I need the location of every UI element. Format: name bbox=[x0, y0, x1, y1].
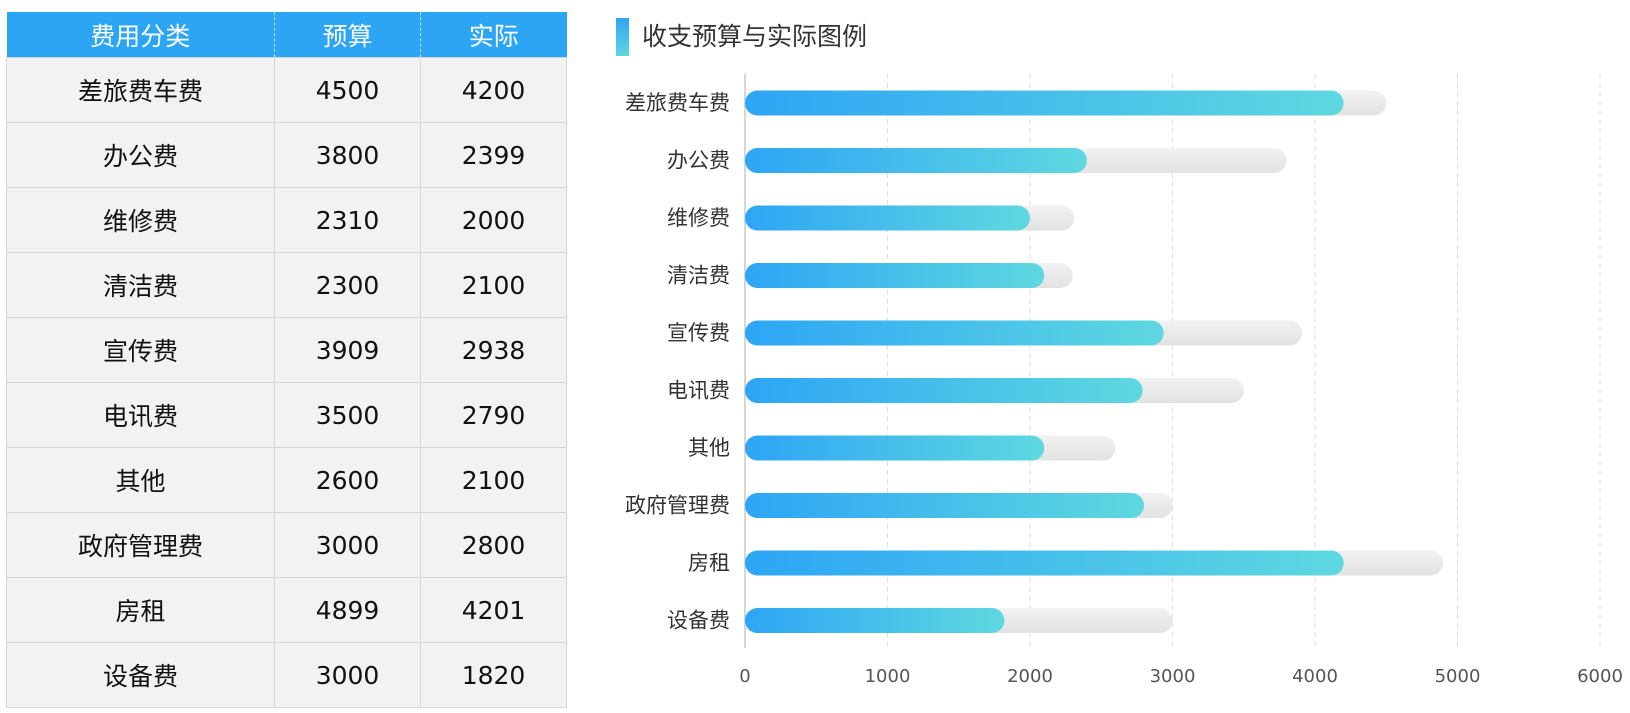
cell-actual: 2000 bbox=[420, 187, 567, 253]
table-row: 清洁费 2300 2100 bbox=[6, 252, 567, 318]
cell-category: 设备费 bbox=[6, 642, 275, 708]
cell-actual: 4200 bbox=[420, 57, 567, 123]
cell-actual: 4201 bbox=[420, 577, 567, 643]
actual-bar bbox=[745, 205, 1030, 231]
cell-category: 差旅费车费 bbox=[6, 57, 275, 123]
category-label: 宣传费 bbox=[667, 321, 730, 345]
category-label: 设备费 bbox=[667, 609, 730, 633]
cell-actual: 2800 bbox=[420, 512, 567, 578]
cell-budget: 2310 bbox=[274, 187, 421, 253]
actual-bar bbox=[745, 263, 1045, 288]
x-tick-label: 2000 bbox=[1007, 666, 1053, 687]
x-tick-label: 5000 bbox=[1435, 666, 1481, 687]
cell-category: 办公费 bbox=[6, 122, 275, 188]
actual-bar bbox=[745, 90, 1344, 116]
table-header-row: 费用分类 预算 实际 bbox=[6, 12, 567, 58]
cell-budget: 3000 bbox=[274, 642, 421, 708]
cell-actual: 2938 bbox=[420, 317, 567, 383]
x-tick-label: 1000 bbox=[865, 666, 911, 687]
cell-category: 其他 bbox=[6, 447, 275, 513]
cell-actual: 2100 bbox=[420, 447, 567, 513]
x-tick-label: 4000 bbox=[1292, 666, 1338, 687]
x-tick-label: 6000 bbox=[1577, 666, 1623, 687]
table-row: 宣传费 3909 2938 bbox=[6, 317, 567, 383]
table-row: 房租 4899 4201 bbox=[6, 577, 567, 643]
cell-category: 清洁费 bbox=[6, 252, 275, 318]
cell-budget: 4899 bbox=[274, 577, 421, 643]
cell-budget: 3909 bbox=[274, 317, 421, 383]
cell-budget: 3800 bbox=[274, 122, 421, 188]
table-row: 设备费 3000 1820 bbox=[6, 642, 567, 708]
table-row: 其他 2600 2100 bbox=[6, 447, 567, 513]
category-label: 政府管理费 bbox=[625, 494, 730, 518]
category-label: 清洁费 bbox=[667, 264, 730, 288]
cell-category: 宣传费 bbox=[6, 317, 275, 383]
cell-category: 政府管理费 bbox=[6, 512, 275, 578]
chart-title-accent-bar bbox=[616, 18, 629, 56]
cell-budget: 3500 bbox=[274, 382, 421, 448]
x-tick-label: 0 bbox=[739, 666, 750, 687]
table-row: 维修费 2310 2000 bbox=[6, 187, 567, 253]
cell-category: 电讯费 bbox=[6, 382, 275, 448]
actual-bar bbox=[745, 435, 1045, 461]
cell-category: 房租 bbox=[6, 577, 275, 643]
table-row: 办公费 3800 2399 bbox=[6, 122, 567, 188]
cell-category: 维修费 bbox=[6, 187, 275, 253]
actual-bar bbox=[745, 320, 1164, 346]
category-label: 电讯费 bbox=[667, 379, 730, 403]
x-tick-label: 3000 bbox=[1150, 666, 1196, 687]
category-label: 其他 bbox=[688, 436, 730, 460]
header-category: 费用分类 bbox=[6, 12, 275, 58]
chart-title: 收支预算与实际图例 bbox=[642, 22, 868, 51]
category-label: 办公费 bbox=[667, 149, 730, 173]
category-label: 差旅费车费 bbox=[625, 91, 730, 115]
category-label: 维修费 bbox=[667, 206, 730, 230]
actual-bar bbox=[745, 493, 1144, 518]
category-label: 房租 bbox=[688, 551, 730, 575]
cell-budget: 3000 bbox=[274, 512, 421, 578]
actual-bar bbox=[745, 378, 1143, 403]
expense-table: 费用分类 预算 实际 差旅费车费 4500 4200 办公费 3800 2399… bbox=[6, 12, 567, 708]
cell-actual: 1820 bbox=[420, 642, 567, 708]
table-row: 政府管理费 3000 2800 bbox=[6, 512, 567, 578]
actual-bar bbox=[745, 608, 1005, 633]
header-actual: 实际 bbox=[420, 12, 567, 58]
header-budget: 预算 bbox=[274, 12, 421, 58]
actual-bar bbox=[745, 148, 1087, 173]
cell-actual: 2399 bbox=[420, 122, 567, 188]
cell-actual: 2790 bbox=[420, 382, 567, 448]
bars bbox=[745, 90, 1444, 633]
actual-bar bbox=[745, 550, 1344, 576]
x-axis-ticks: 0 1000 2000 3000 4000 5000 6000 bbox=[739, 666, 1623, 687]
table-row: 电讯费 3500 2790 bbox=[6, 382, 567, 448]
cell-budget: 2300 bbox=[274, 252, 421, 318]
